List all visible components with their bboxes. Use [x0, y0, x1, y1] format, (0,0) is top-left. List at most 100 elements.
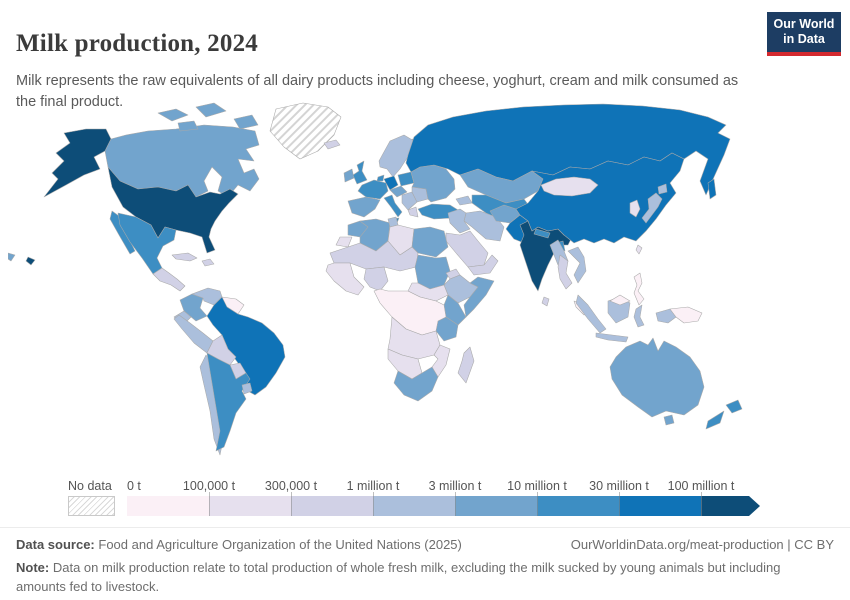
country-sumatra[interactable] [575, 294, 607, 334]
country-cuba[interactable] [171, 252, 198, 262]
country-alaska[interactable] [43, 128, 112, 198]
country-nigeria[interactable] [363, 266, 389, 292]
legend-bin-label: 1 million t [346, 479, 400, 493]
country-greenland[interactable] [269, 102, 342, 160]
legend-bin-label: 10 million t [507, 479, 567, 493]
country-south-africa[interactable] [393, 366, 439, 402]
country-australia[interactable] [609, 337, 705, 418]
country-japan[interactable] [641, 192, 663, 224]
country-sri-lanka[interactable] [541, 296, 550, 307]
data-source-line: Data source: Food and Agriculture Organi… [16, 536, 462, 555]
country-west-africa[interactable] [325, 262, 365, 296]
owid-logo: Our World in Data [767, 12, 841, 56]
country-mozambique[interactable] [431, 344, 451, 378]
country-mexico[interactable] [117, 212, 177, 275]
country-iberia[interactable] [347, 196, 381, 218]
legend-bin-swatch[interactable] [455, 492, 537, 516]
country-nepal[interactable] [533, 228, 551, 239]
country-norway-sweden[interactable] [378, 134, 415, 178]
note-text: Data on milk production relate to total … [16, 559, 781, 594]
page-title: Milk production, 2024 [16, 29, 258, 57]
country-mongolia[interactable] [540, 176, 599, 197]
country-uruguay[interactable] [241, 382, 253, 395]
note-label: Note: [16, 559, 50, 575]
country-papua-indonesia[interactable] [655, 308, 677, 324]
legend-bin-label: 30 million t [589, 479, 649, 493]
legend-bin-label: 0 t [127, 479, 141, 493]
world-map-svg [8, 102, 743, 456]
world-choropleth-map [8, 95, 843, 475]
owid-logo-line2: in Data [783, 32, 825, 46]
legend-no-data-label: No data [68, 479, 112, 493]
country-thailand[interactable] [557, 254, 573, 290]
country-philippines[interactable] [633, 272, 645, 306]
country-iraq-syria[interactable] [447, 208, 471, 234]
country-argentina[interactable] [206, 352, 251, 452]
country-somalia[interactable] [463, 276, 495, 318]
country-vietnam[interactable] [567, 246, 587, 284]
legend-bin-swatch[interactable] [373, 492, 455, 516]
country-taiwan[interactable] [635, 244, 643, 255]
country-yemen-oman[interactable] [467, 254, 499, 276]
country-papua-new-guinea[interactable] [669, 306, 703, 324]
data-source-text: Food and Agriculture Organization of the… [98, 537, 462, 552]
legend-arrow-cap [749, 496, 760, 516]
country-caucasus[interactable] [455, 195, 473, 206]
country-chukotka-sliver[interactable] [8, 252, 16, 262]
chart-footer: Data source: Food and Agriculture Organi… [0, 527, 850, 597]
legend-bin-swatch[interactable] [127, 496, 209, 516]
country-new-zealand-south[interactable] [705, 410, 725, 430]
legend-tick [291, 492, 292, 516]
country-central-america[interactable] [152, 267, 186, 292]
country-balkans[interactable] [401, 191, 418, 211]
country-sahel[interactable] [329, 240, 419, 272]
country-saudi-arabia[interactable] [445, 230, 489, 268]
footer-note: Note: Data on milk production relate to … [16, 559, 811, 597]
legend-bin-swatch[interactable] [701, 492, 749, 516]
country-sakhalin[interactable] [707, 178, 717, 200]
legend-tick [619, 492, 620, 516]
legend-bin-label: 100 million t [667, 479, 735, 493]
country-borneo-malaysia[interactable] [609, 294, 631, 306]
country-ireland[interactable] [343, 168, 355, 183]
country-sulawesi[interactable] [633, 304, 645, 328]
country-germany[interactable] [383, 175, 399, 191]
country-france[interactable] [357, 179, 389, 200]
country-iran[interactable] [463, 210, 505, 242]
legend-bin-swatch[interactable] [619, 492, 701, 516]
country-hispaniola[interactable] [201, 258, 215, 267]
country-hokkaido[interactable] [657, 183, 668, 195]
legend-bin-swatch[interactable] [537, 492, 619, 516]
legend-tick [701, 492, 702, 516]
legend-tick [537, 492, 538, 516]
footer-link[interactable]: OurWorldinData.org/meat-production | CC … [570, 537, 834, 552]
legend-no-data-swatch[interactable] [68, 496, 115, 516]
country-western-sahara[interactable] [335, 236, 353, 248]
country-peru[interactable] [173, 314, 214, 354]
legend-bin-label: 300,000 t [264, 479, 318, 493]
country-benelux[interactable] [376, 174, 385, 182]
country-java[interactable] [595, 332, 629, 343]
country-greece[interactable] [407, 206, 419, 218]
country-canada-arctic[interactable] [157, 102, 259, 132]
legend-color-bar [127, 492, 760, 516]
legend-bin-label: 3 million t [428, 479, 482, 493]
owid-logo-line1: Our World [773, 16, 835, 31]
legend-bin-label: 100,000 t [182, 479, 236, 493]
legend-bin-swatch[interactable] [209, 492, 291, 516]
country-tasmania[interactable] [663, 414, 675, 426]
country-czech-hungary[interactable] [389, 185, 408, 198]
country-hawaii[interactable] [25, 256, 36, 266]
country-iceland[interactable] [323, 139, 341, 150]
chart-subtitle: Milk represents the raw equivalents of a… [16, 72, 739, 110]
country-china[interactable] [515, 152, 685, 244]
legend-tick [209, 492, 210, 516]
legend-tick [373, 492, 374, 516]
country-new-zealand-north[interactable] [725, 399, 743, 414]
country-madagascar[interactable] [457, 346, 475, 384]
legend-bin-swatch[interactable] [291, 492, 373, 516]
country-united-kingdom[interactable] [352, 160, 368, 185]
map-legend: No data 0 t 100,000 t 300,000 t 1 million t… [68, 479, 788, 521]
country-korea[interactable] [629, 199, 641, 218]
